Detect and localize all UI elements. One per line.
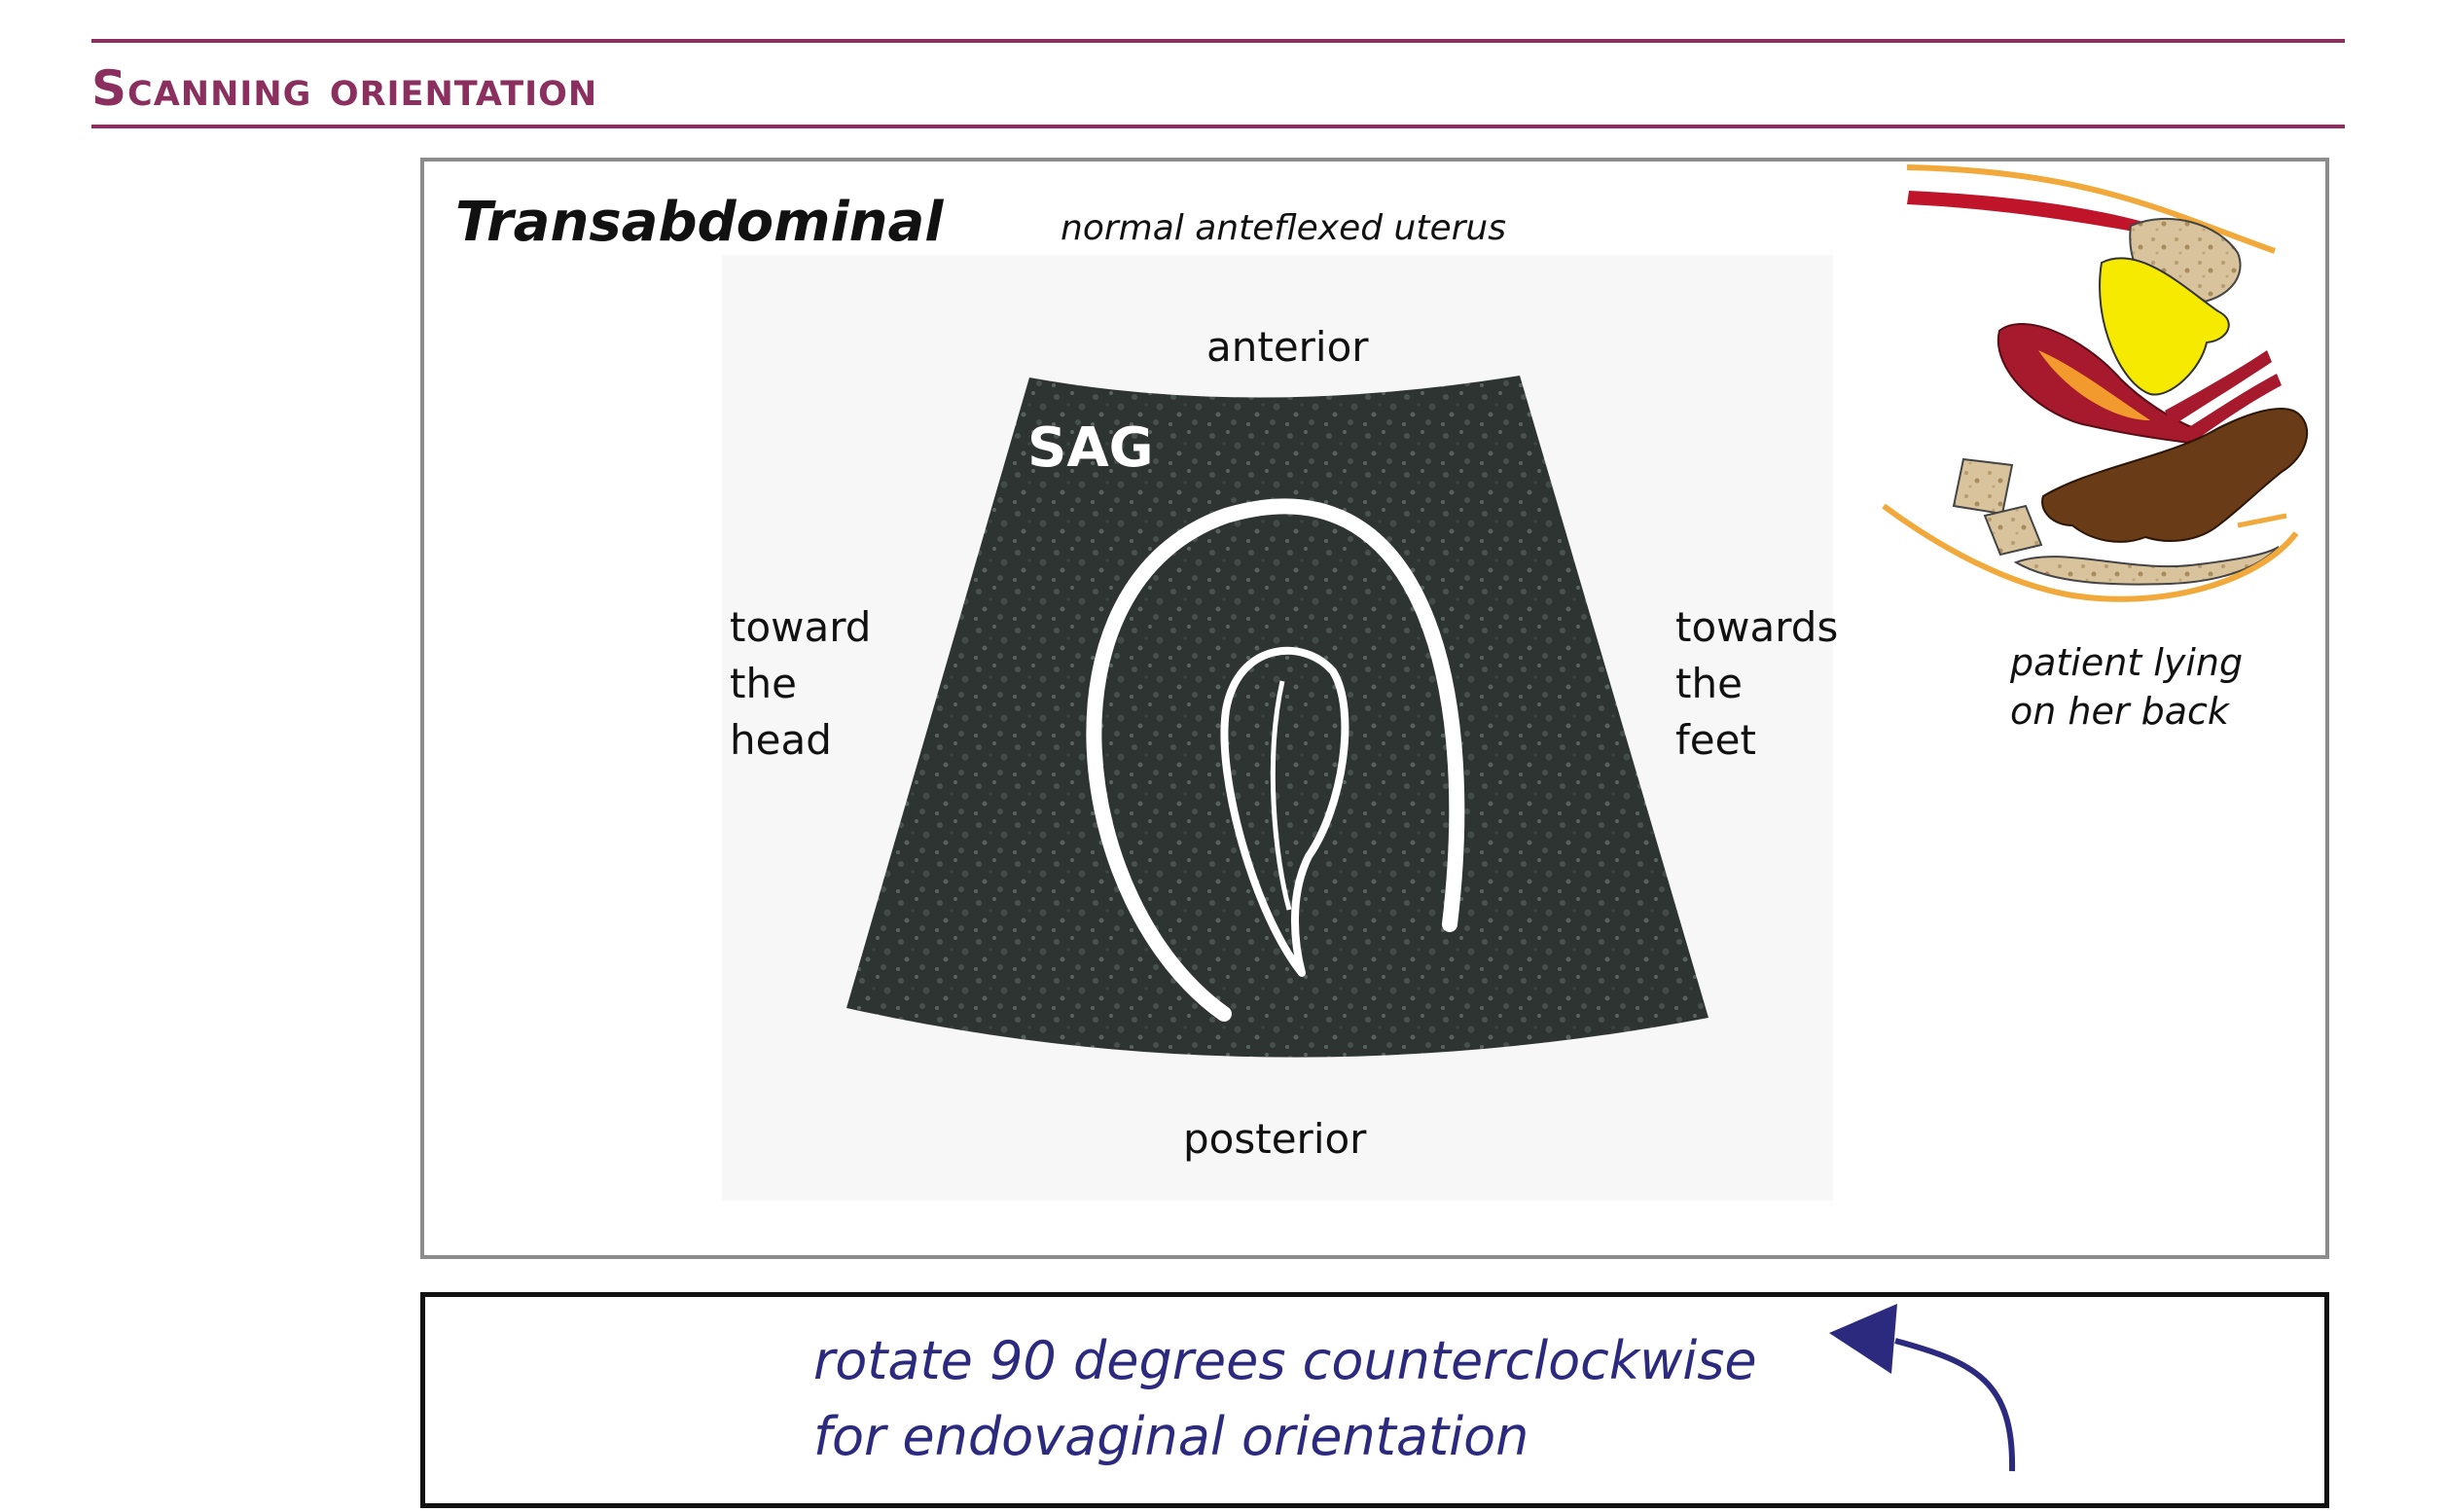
instruction-line-2: for endovaginal orientation	[813, 1406, 1529, 1467]
instruction-panel	[420, 1292, 2329, 1508]
panel-title: Transabdominal	[455, 191, 944, 254]
toward-head-label: toward the head	[730, 603, 872, 764]
instruction-text: rotate 90 degrees counterclockwise for e…	[813, 1323, 1757, 1475]
panel-subtitle: normal anteflexed uterus	[1061, 208, 1506, 248]
top-rule	[91, 39, 2345, 43]
title-underline	[91, 125, 2345, 128]
section-title: Scanning orientation	[91, 60, 598, 117]
patient-caption: patient lying on her back	[2010, 641, 2244, 733]
towards-feet-label: towards the feet	[1675, 603, 1839, 764]
anterior-label: anterior	[1206, 323, 1369, 371]
instruction-line-1: rotate 90 degrees counterclockwise	[813, 1330, 1757, 1391]
transabdominal-panel	[420, 158, 2329, 1259]
sag-label: SAG	[1027, 416, 1154, 480]
posterior-label: posterior	[1183, 1115, 1367, 1163]
